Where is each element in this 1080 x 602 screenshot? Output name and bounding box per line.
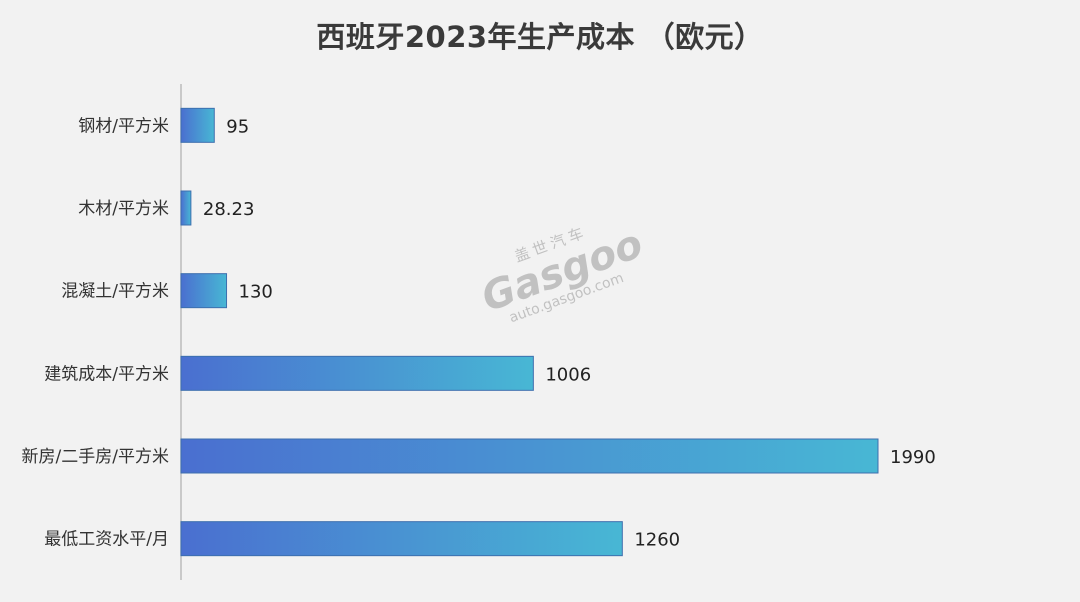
- value-label: 130: [239, 282, 273, 303]
- bar: [180, 107, 215, 143]
- value-label: 1990: [890, 447, 936, 468]
- bar: [180, 521, 623, 557]
- bar-group: 混凝土/平方米 130: [61, 273, 273, 309]
- value-label: 1006: [545, 364, 591, 385]
- bar: [180, 438, 879, 474]
- category-label: 木材/平方米: [78, 199, 169, 219]
- category-label: 混凝土/平方米: [61, 282, 169, 302]
- bar-group: 木材/平方米 28.23: [78, 190, 255, 226]
- bar-group: 建筑成本/平方米 1006: [44, 355, 591, 391]
- value-label: 28.23: [203, 199, 255, 220]
- chart-title: 西班牙2023年生产成本 （欧元）: [316, 20, 764, 54]
- value-label: 95: [226, 116, 249, 137]
- category-label: 新房/二手房/平方米: [22, 447, 169, 467]
- value-label: 1260: [634, 530, 680, 551]
- category-label: 钢材/平方米: [78, 116, 169, 136]
- bar: [180, 355, 534, 391]
- bar-group: 最低工资水平/月 1260: [44, 521, 680, 557]
- bar: [180, 190, 192, 226]
- bar: [180, 273, 228, 309]
- category-label: 最低工资水平/月: [44, 530, 169, 550]
- bar-group: 钢材/平方米 95: [78, 107, 249, 143]
- category-label: 建筑成本/平方米: [44, 364, 169, 384]
- bar-group: 新房/二手房/平方米 1990: [22, 438, 936, 474]
